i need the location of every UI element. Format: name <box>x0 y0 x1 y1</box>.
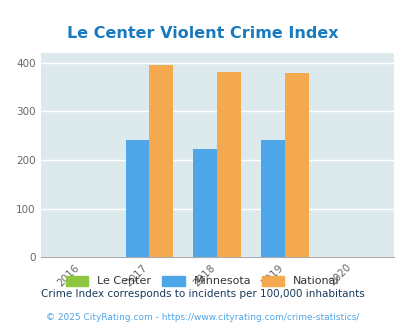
Bar <box>193 149 217 257</box>
Bar <box>284 73 308 257</box>
Bar <box>125 140 149 257</box>
Text: Crime Index corresponds to incidents per 100,000 inhabitants: Crime Index corresponds to incidents per… <box>41 289 364 299</box>
Legend: Le Center, Minnesota, National: Le Center, Minnesota, National <box>62 271 343 291</box>
Text: © 2025 CityRating.com - https://www.cityrating.com/crime-statistics/: © 2025 CityRating.com - https://www.city… <box>46 313 359 322</box>
Bar <box>149 65 173 257</box>
Text: Le Center Violent Crime Index: Le Center Violent Crime Index <box>67 25 338 41</box>
Bar <box>261 141 284 257</box>
Bar <box>217 72 241 257</box>
